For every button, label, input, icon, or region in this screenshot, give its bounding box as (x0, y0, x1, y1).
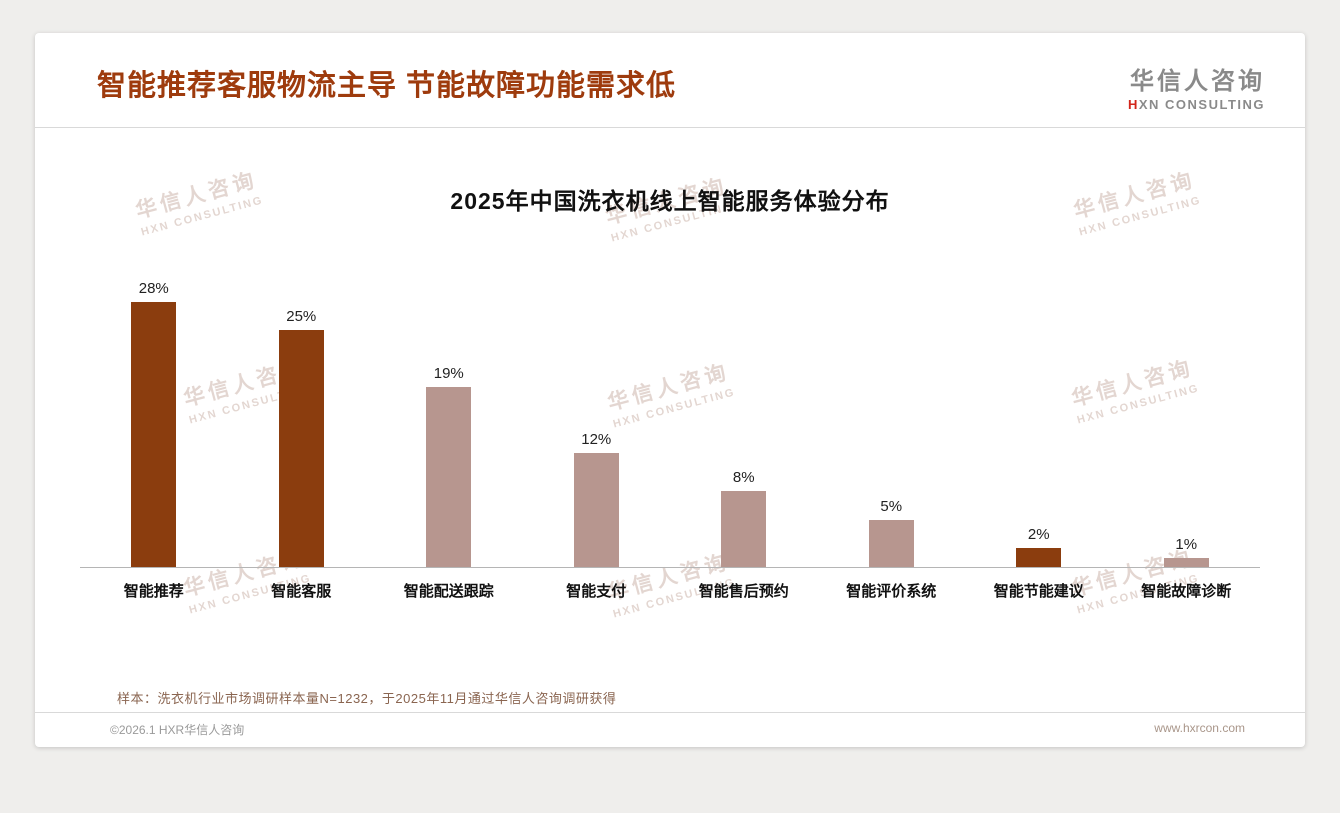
category-label: 智能售后预约 (698, 582, 789, 600)
logo-initial: H (1127, 97, 1139, 113)
copyright-text: ©2026.1 HXR华信人咨询 (110, 723, 245, 737)
category-label: 智能客服 (271, 582, 332, 600)
bar-value-label: 25% (286, 307, 317, 325)
bar-column: 12% (523, 258, 671, 567)
bar-value-label: 19% (433, 364, 464, 382)
footer-divider (35, 712, 1305, 713)
logo-english-text: HXN CONSULTING (1128, 98, 1265, 112)
bar-column: 1% (1113, 258, 1261, 567)
bar-column: 8% (670, 258, 818, 567)
bar-value-label: 8% (732, 468, 755, 486)
chart-title: 2025年中国洗衣机线上智能服务体验分布 (450, 187, 890, 214)
website-text: www.hxrcon.com (1154, 721, 1245, 735)
report-card: 华信人咨询 HXN CONSULTING 华信人咨询 HXN CONSULTING 华信… (35, 33, 1305, 747)
bar (1016, 547, 1062, 567)
bar (721, 490, 767, 567)
bar (426, 386, 472, 567)
bar-column: 19% (375, 258, 523, 567)
page-title: 智能推荐客服物流主导 节能故障功能需求低 (97, 70, 677, 102)
category-label: 智能支付 (566, 582, 627, 600)
bar-column: 2% (965, 258, 1113, 567)
bar (868, 519, 914, 567)
bar (131, 301, 177, 567)
bar (278, 329, 324, 567)
bar (573, 452, 619, 567)
report-content: 智能推荐客服物流主导 节能故障功能需求低 华信人咨询 HXN CONSULTIN… (35, 33, 1305, 747)
logo-rest: XN CONSULTING (1138, 97, 1265, 113)
header-divider (35, 126, 1305, 128)
bar (1163, 557, 1209, 567)
bar-column: 25% (228, 258, 376, 567)
sample-note: 样本：洗衣机行业市场调研样本量N=1232，于2025年11月通过华信人咨询调研… (117, 691, 617, 706)
bar-value-label: 12% (581, 430, 612, 448)
bar-column: 5% (818, 258, 966, 567)
category-label: 智能故障诊断 (1141, 582, 1232, 600)
company-logo: 华信人咨询 HXN CONSULTING (1128, 68, 1265, 113)
category-labels-row: 智能推荐 智能客服 智能配送跟踪 智能支付 智能售后预约 智能评价系统 智能节能建议 智能故障… (80, 580, 1260, 601)
footer-row: ©2026.1 HXR华信人咨询 www.hxrcon.com (110, 721, 1245, 738)
category-label: 智能配送跟踪 (403, 582, 494, 600)
header: 智能推荐客服物流主导 节能故障功能需求低 华信人咨询 HXN CONSULTIN… (35, 33, 1305, 113)
bar-value-label: 1% (1175, 535, 1198, 553)
category-label: 智能节能建议 (993, 582, 1084, 600)
bar-column: 28% (80, 258, 228, 567)
bar-value-label: 28% (138, 279, 169, 297)
logo-chinese-text: 华信人咨询 (1130, 68, 1265, 95)
category-label: 智能评价系统 (846, 582, 937, 600)
bar-value-label: 2% (1027, 525, 1050, 543)
bar-value-label: 5% (880, 497, 903, 515)
bars-row: 28% 25% 19% 12% 8% 5% 2% 1% (80, 258, 1260, 568)
category-label: 智能推荐 (123, 582, 184, 600)
